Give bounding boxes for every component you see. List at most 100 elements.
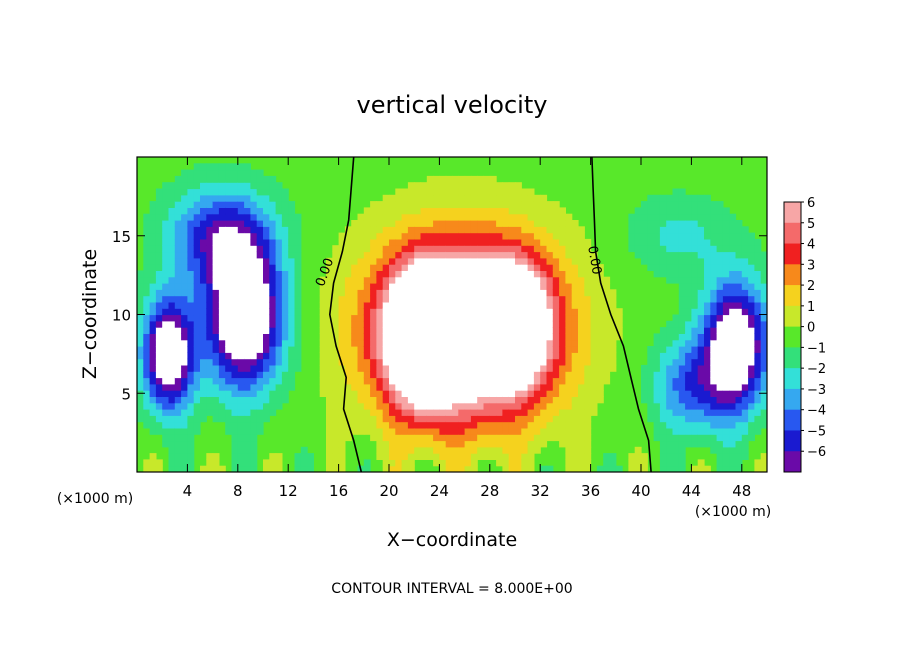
field-cell [578, 308, 585, 316]
field-cell [332, 415, 340, 423]
field-cell [206, 270, 214, 278]
field-cell [470, 390, 478, 397]
field-cell [452, 283, 459, 290]
field-cell [464, 446, 472, 454]
field-cell [710, 415, 718, 423]
field-cell [584, 402, 592, 410]
field-cell [269, 339, 277, 347]
field-cell [697, 396, 705, 404]
field-cell [281, 188, 289, 196]
field-cell [760, 402, 767, 410]
field-cell [376, 289, 384, 297]
field-cell [760, 364, 767, 372]
field-cell [546, 257, 554, 265]
field-cell [376, 295, 384, 303]
field-cell [376, 346, 384, 353]
field-cell [155, 238, 163, 246]
field-cell [357, 346, 365, 353]
field-cell [137, 339, 144, 347]
field-cell [187, 245, 195, 253]
field-cell [357, 220, 365, 227]
field-cell [716, 402, 724, 410]
field-cell [168, 314, 176, 322]
field-cell [515, 320, 522, 328]
field-cell [237, 175, 245, 183]
field-cell [496, 415, 503, 423]
field-cell [357, 251, 365, 259]
field-cell [281, 245, 289, 253]
field-cell [521, 245, 529, 253]
field-cell [666, 201, 674, 208]
field-cell [628, 238, 636, 246]
field-cell [710, 409, 718, 416]
field-cell [281, 320, 289, 328]
field-cell [496, 427, 503, 435]
colorbar-swatch [784, 430, 801, 452]
field-cell [571, 371, 579, 379]
field-cell [187, 194, 195, 202]
field-cell [697, 251, 705, 259]
field-cell [200, 201, 207, 208]
field-cell [584, 459, 592, 467]
field-cell [250, 201, 258, 208]
field-cell [502, 308, 510, 316]
field-cell [559, 421, 566, 429]
field-cell [489, 421, 497, 429]
field-cell [407, 446, 415, 454]
field-cell [760, 270, 767, 278]
field-cell [168, 364, 176, 372]
field-cell [565, 459, 573, 467]
field-cell [527, 390, 535, 397]
field-cell [540, 371, 548, 379]
field-cell [489, 308, 497, 316]
field-cell [741, 314, 749, 322]
field-cell [458, 459, 466, 467]
field-cell [445, 440, 453, 448]
field-cell [653, 238, 661, 246]
field-cell [319, 383, 327, 391]
field-cell [470, 415, 478, 423]
field-cell [521, 402, 529, 410]
field-cell [735, 251, 743, 259]
field-cell [200, 163, 207, 171]
field-cell [187, 409, 195, 416]
field-cell [470, 409, 478, 416]
field-cell [722, 264, 730, 271]
field-cell [653, 232, 661, 240]
field-cell [168, 421, 176, 429]
field-cell [540, 238, 548, 246]
field-cell [206, 358, 214, 366]
field-cell [193, 245, 201, 253]
field-cell [206, 371, 214, 379]
field-cell [647, 207, 655, 215]
field-cell [206, 238, 214, 246]
field-cell [193, 371, 201, 379]
field-cell [489, 415, 497, 423]
field-cell [149, 352, 157, 360]
field-cell [288, 232, 296, 240]
field-cell [672, 346, 680, 353]
field-cell [729, 352, 737, 360]
field-cell [659, 434, 667, 442]
field-cell [433, 371, 440, 379]
field-cell [722, 289, 730, 297]
field-cell [521, 295, 529, 303]
field-cell [685, 434, 692, 442]
field-cell [143, 308, 151, 316]
field-cell [288, 352, 296, 360]
field-cell [653, 251, 661, 259]
field-cell [294, 270, 302, 278]
field-cell [691, 465, 699, 472]
field-cell [212, 276, 220, 284]
colorbar-label: 4 [807, 238, 815, 253]
field-cell [363, 409, 371, 416]
field-cell [439, 453, 447, 460]
field-cell [439, 201, 447, 208]
field-cell [275, 453, 283, 460]
field-cell [521, 421, 529, 429]
field-cell [168, 182, 176, 190]
field-cell [414, 358, 422, 366]
field-cell [704, 283, 711, 290]
field-cell [659, 270, 667, 278]
field-cell [691, 232, 699, 240]
